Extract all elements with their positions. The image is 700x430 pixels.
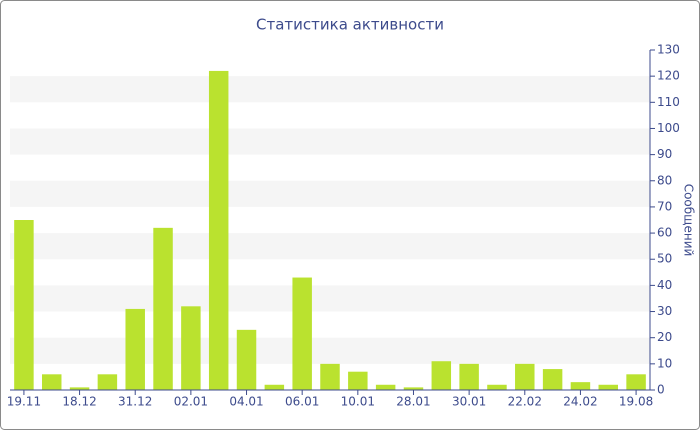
bar: [348, 371, 368, 390]
x-tick-label: 18.12: [62, 395, 96, 409]
x-tick-label: 30.01: [452, 395, 486, 409]
bar: [626, 374, 646, 390]
y-tick-label: 50: [657, 252, 672, 266]
bar: [598, 384, 618, 390]
x-tick-label: 19.08: [619, 395, 653, 409]
bar: [208, 70, 229, 390]
x-tick-label: 04.01: [229, 395, 263, 409]
bar: [431, 361, 452, 390]
x-tick-label: 28.01: [396, 395, 430, 409]
bar: [69, 387, 90, 390]
y-axis-title: Сообщений: [682, 184, 696, 257]
y-tick-label: 30: [657, 304, 672, 318]
bar: [14, 220, 34, 390]
y-tick-label: 10: [657, 356, 672, 370]
chart-title: Статистика активности: [256, 16, 444, 34]
y-tick-label: 70: [657, 199, 672, 213]
y-tick-label: 130: [657, 43, 680, 57]
y-tick-label: 100: [657, 121, 680, 135]
bar: [292, 277, 312, 390]
grid-band: [10, 76, 650, 103]
bar: [459, 363, 479, 390]
grid-band: [10, 285, 650, 312]
bar: [153, 227, 173, 390]
x-tick-label: 19.11: [7, 395, 41, 409]
bar: [570, 382, 591, 390]
x-tick-label: 24.02: [563, 395, 597, 409]
bar: [515, 363, 535, 390]
bar: [542, 369, 563, 390]
bar: [320, 363, 340, 390]
grid-band: [10, 180, 650, 207]
y-tick-label: 90: [657, 147, 672, 161]
grid-band: [10, 233, 650, 260]
x-tick-label: 06.01: [285, 395, 319, 409]
y-tick-label: 0: [657, 383, 665, 397]
grid-band: [10, 337, 650, 364]
bar: [403, 387, 424, 390]
y-tick-label: 40: [657, 278, 672, 292]
y-tick-label: 120: [657, 69, 680, 83]
bar: [97, 374, 118, 390]
bar: [236, 329, 257, 390]
y-tick-label: 110: [657, 95, 680, 109]
grid-band: [10, 128, 650, 155]
x-tick-label: 02.01: [174, 395, 208, 409]
x-tick-label: 31.12: [118, 395, 152, 409]
bar: [487, 384, 507, 390]
bar: [42, 374, 62, 390]
y-tick-label: 80: [657, 173, 672, 187]
x-tick-label: 22.02: [508, 395, 542, 409]
x-tick-label: 10.01: [341, 395, 375, 409]
bar: [125, 308, 145, 390]
bar: [181, 306, 201, 390]
y-tick-label: 20: [657, 330, 672, 344]
bar: [375, 384, 396, 390]
bar: [264, 384, 285, 390]
y-tick-label: 60: [657, 226, 672, 240]
